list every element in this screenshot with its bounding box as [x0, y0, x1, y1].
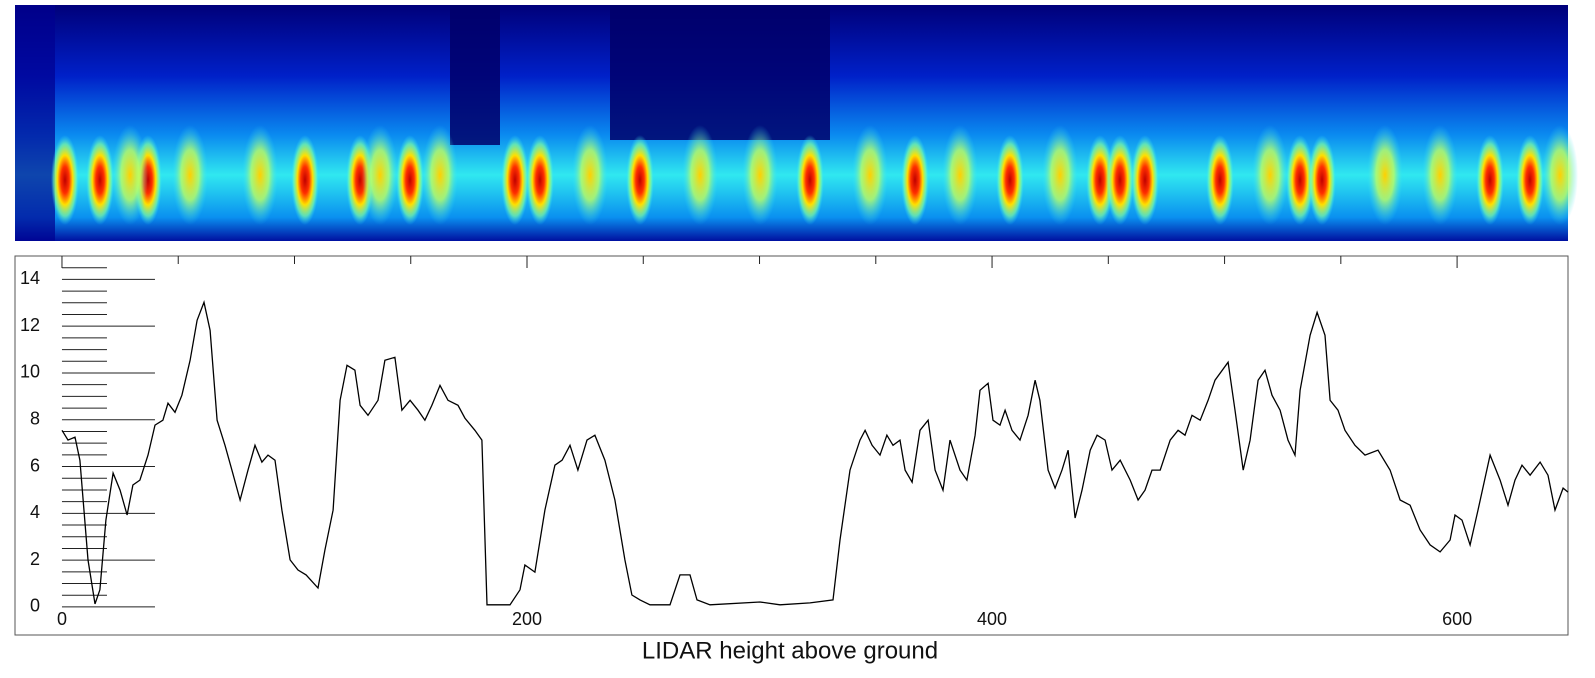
heatmap-warmspot: [942, 125, 978, 225]
y-tick-label: 4: [30, 502, 40, 522]
y-tick-label: 2: [30, 549, 40, 569]
heatmap-hotspot: [526, 135, 554, 225]
heatmap-hotspot: [996, 135, 1024, 225]
y-tick-label: 12: [20, 315, 40, 335]
heatmap-warmspot: [1422, 125, 1458, 225]
heatmap-dark-region: [450, 5, 500, 145]
data-line: [61, 300, 1569, 606]
heatmap: [15, 5, 1578, 241]
heatmap-warmspot: [112, 125, 148, 225]
heatmap-hotspot: [1476, 135, 1504, 225]
heatmap-hotspot: [1131, 135, 1159, 225]
heatmap-hotspot: [51, 135, 79, 225]
heatmap-hotspot: [1286, 135, 1314, 225]
heatmap-hotspot: [626, 135, 654, 225]
heatmap-warmspot: [422, 125, 458, 225]
y-tick-label: 6: [30, 455, 40, 475]
x-tick-label: 0: [57, 609, 67, 629]
x-tick-label: 600: [1442, 609, 1472, 629]
heatmap-warmspot: [1252, 125, 1288, 225]
y-tick-label: 8: [30, 409, 40, 429]
heatmap-warmspot: [242, 125, 278, 225]
heatmap-hotspot: [1308, 135, 1336, 225]
heatmap-hotspot: [86, 135, 114, 225]
heatmap-hotspot: [396, 135, 424, 225]
heatmap-hotspot: [1206, 135, 1234, 225]
x-tick-label: 200: [512, 609, 542, 629]
heatmap-hotspot: [796, 135, 824, 225]
heatmap-warmspot: [852, 125, 888, 225]
heatmap-warmspot: [572, 125, 608, 225]
y-tick-label: 0: [30, 596, 40, 616]
chart-title: LIDAR height above ground: [642, 637, 938, 664]
heatmap-dark-region: [15, 5, 55, 241]
heatmap-warmspot: [1542, 125, 1578, 225]
y-tick-label: 14: [20, 268, 40, 288]
heatmap-warmspot: [362, 125, 398, 225]
plot-frame: [14, 255, 1569, 636]
heatmap-warmspot: [172, 125, 208, 225]
heatmap-warmspot: [1367, 125, 1403, 225]
heatmap-hotspot: [1106, 135, 1134, 225]
y-tick-label: 10: [20, 362, 40, 382]
heatmap-dark-region: [610, 5, 830, 140]
heatmap-warmspot: [742, 125, 778, 225]
heatmap-warmspot: [1042, 125, 1078, 225]
x-tick-label: 400: [977, 609, 1007, 629]
heatmap-hotspot: [501, 135, 529, 225]
heatmap-hotspot: [901, 135, 929, 225]
heatmap-hotspot: [1516, 135, 1544, 225]
heatmap-hotspot: [291, 135, 319, 225]
heatmap-warmspot: [682, 125, 718, 225]
heatmap-hotspot: [1086, 135, 1114, 225]
